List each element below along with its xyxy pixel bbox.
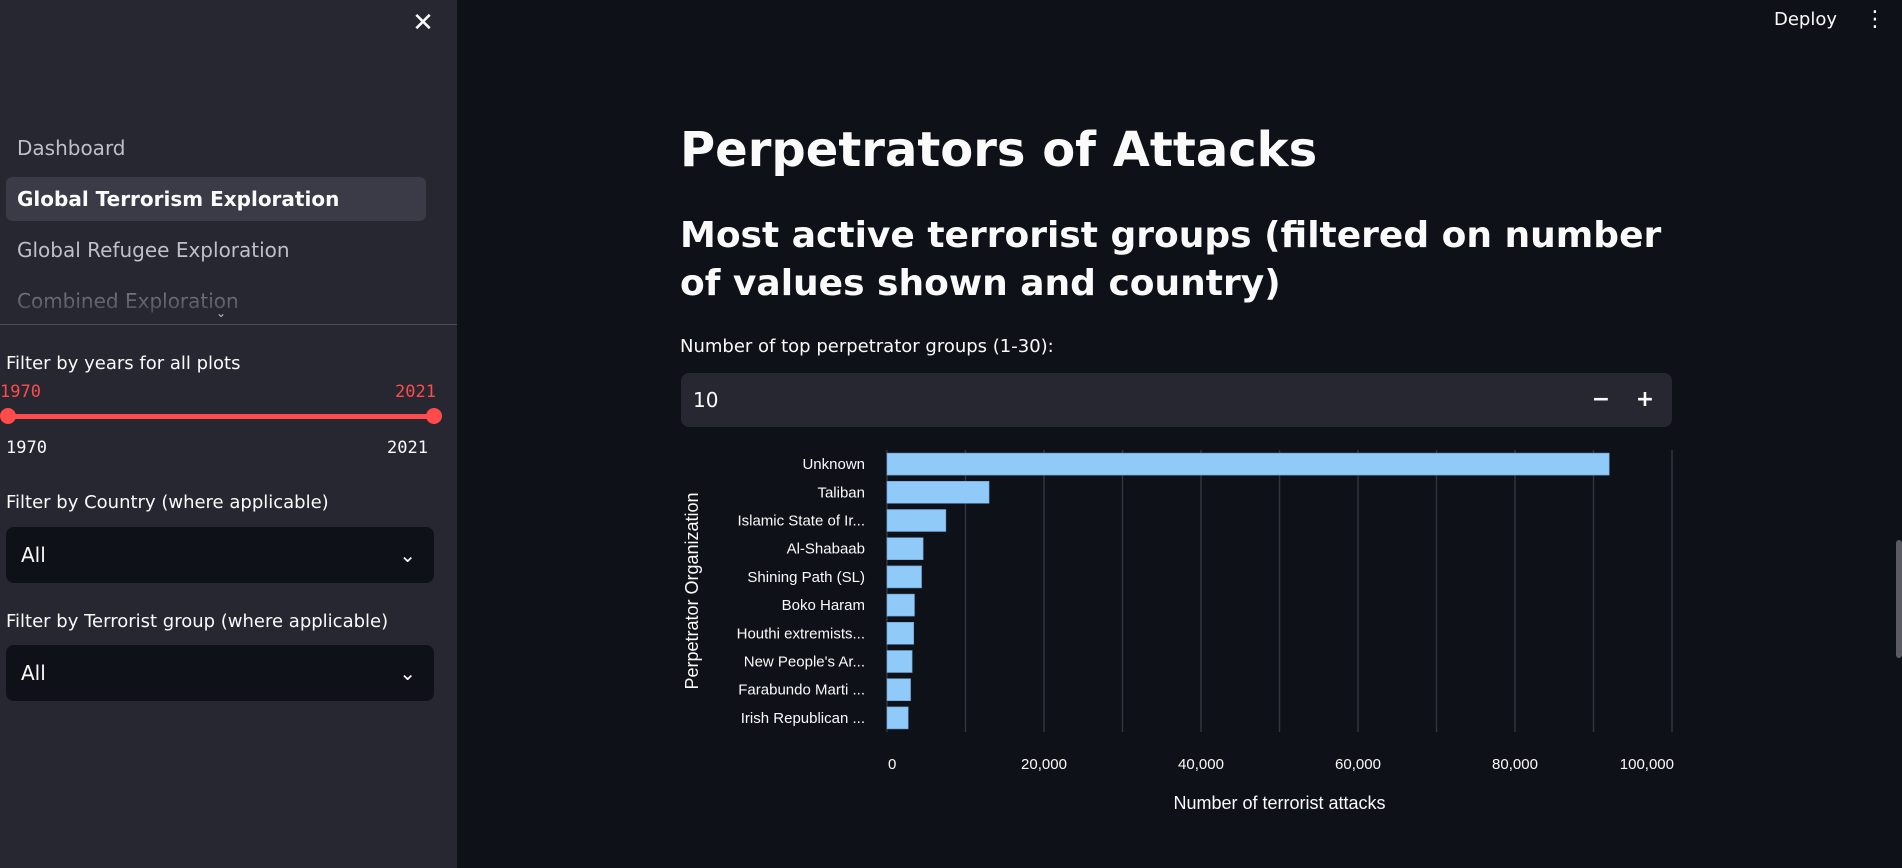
- section-heading: Most active terrorist groups (filtered o…: [680, 215, 1662, 304]
- page-title: Perpetrators of Attacks: [680, 122, 1318, 178]
- chevron-down-icon: ⌄: [399, 543, 416, 567]
- country-filter-label: Filter by Country (where applicable): [6, 492, 329, 513]
- chart-bar: [886, 706, 909, 730]
- terrorist-group-select[interactable]: All ⌄: [6, 645, 434, 701]
- increment-button[interactable]: +: [1635, 387, 1655, 412]
- years-filter-label: Filter by years for all plots: [6, 353, 241, 374]
- years-slider-track[interactable]: [6, 414, 434, 419]
- chart-bar: [886, 509, 947, 532]
- vertical-ellipsis-icon[interactable]: ⋮: [1864, 7, 1886, 32]
- y-tick-label: Taliban: [817, 484, 865, 501]
- chart-bar: [886, 481, 990, 504]
- sidebar-divider: [0, 324, 457, 325]
- slider-selected-min: 1970: [0, 382, 41, 402]
- years-slider-max-handle[interactable]: [426, 408, 442, 424]
- deploy-button[interactable]: Deploy: [1774, 9, 1838, 30]
- chart-bar: [886, 678, 911, 701]
- years-slider-min-handle[interactable]: [0, 408, 16, 424]
- y-tick-label: Boko Haram: [782, 597, 865, 614]
- y-tick-label: Farabundo Marti ...: [738, 682, 865, 699]
- slider-range-min: 1970: [6, 438, 47, 458]
- x-tick-label: 100,000: [1620, 756, 1674, 773]
- chart-bar: [886, 565, 922, 589]
- y-tick-label: Houthi extremists...: [737, 625, 865, 642]
- chart-bar: [886, 452, 1610, 476]
- x-tick-label: 40,000: [1178, 756, 1224, 773]
- country-select-value: All: [21, 543, 46, 567]
- x-tick-label: 20,000: [1021, 756, 1067, 773]
- x-tick-label: 60,000: [1335, 756, 1381, 773]
- x-tick-label: 80,000: [1492, 756, 1538, 773]
- y-tick-label: New People's Ar...: [744, 654, 865, 671]
- country-select[interactable]: All ⌄: [6, 527, 434, 583]
- sidebar-item-global-terrorism-exploration[interactable]: Global Terrorism Exploration: [6, 177, 426, 221]
- chart-bar: [886, 537, 924, 560]
- perpetrators-bar-chart: Unknown Taliban Islamic State of Ir... Al-S…: [682, 450, 1674, 813]
- decrement-button[interactable]: −: [1591, 387, 1611, 412]
- sidebar-item-global-refugee-exploration[interactable]: Global Refugee Exploration: [17, 238, 290, 262]
- y-tick-label: Shining Path (SL): [747, 569, 865, 586]
- close-icon[interactable]: ✕: [412, 8, 434, 38]
- top-groups-number-input[interactable]: [681, 373, 1561, 427]
- number-input-label: Number of top perpetrator groups (1-30):: [680, 336, 1054, 357]
- page-scrollbar[interactable]: [1896, 540, 1902, 658]
- slider-selected-max: 2021: [395, 382, 436, 402]
- sidebar-item-dashboard[interactable]: Dashboard: [17, 136, 126, 160]
- chart-bar: [886, 622, 914, 645]
- x-tick-label: 0: [888, 756, 896, 773]
- y-tick-label: Unknown: [802, 456, 865, 473]
- chevron-down-icon: ⌄: [399, 661, 416, 685]
- y-axis-title: Perpetrator Organization: [682, 492, 702, 689]
- y-tick-label: Al-Shabaab: [787, 541, 865, 558]
- chart-bar: [886, 593, 915, 617]
- number-input-container: − +: [681, 373, 1672, 427]
- sidebar: ✕ Dashboard Global Terrorism Exploration…: [0, 0, 457, 868]
- chevron-down-icon[interactable]: ⌄: [215, 306, 227, 320]
- slider-range-max: 2021: [387, 438, 428, 458]
- chart-bar: [886, 650, 913, 673]
- x-axis-title: Number of terrorist attacks: [1173, 793, 1385, 813]
- y-tick-label: Irish Republican ...: [741, 710, 865, 727]
- y-tick-label: Islamic State of Ir...: [737, 513, 865, 530]
- group-filter-label: Filter by Terrorist group (where applica…: [6, 611, 389, 632]
- terrorist-group-select-value: All: [21, 661, 46, 685]
